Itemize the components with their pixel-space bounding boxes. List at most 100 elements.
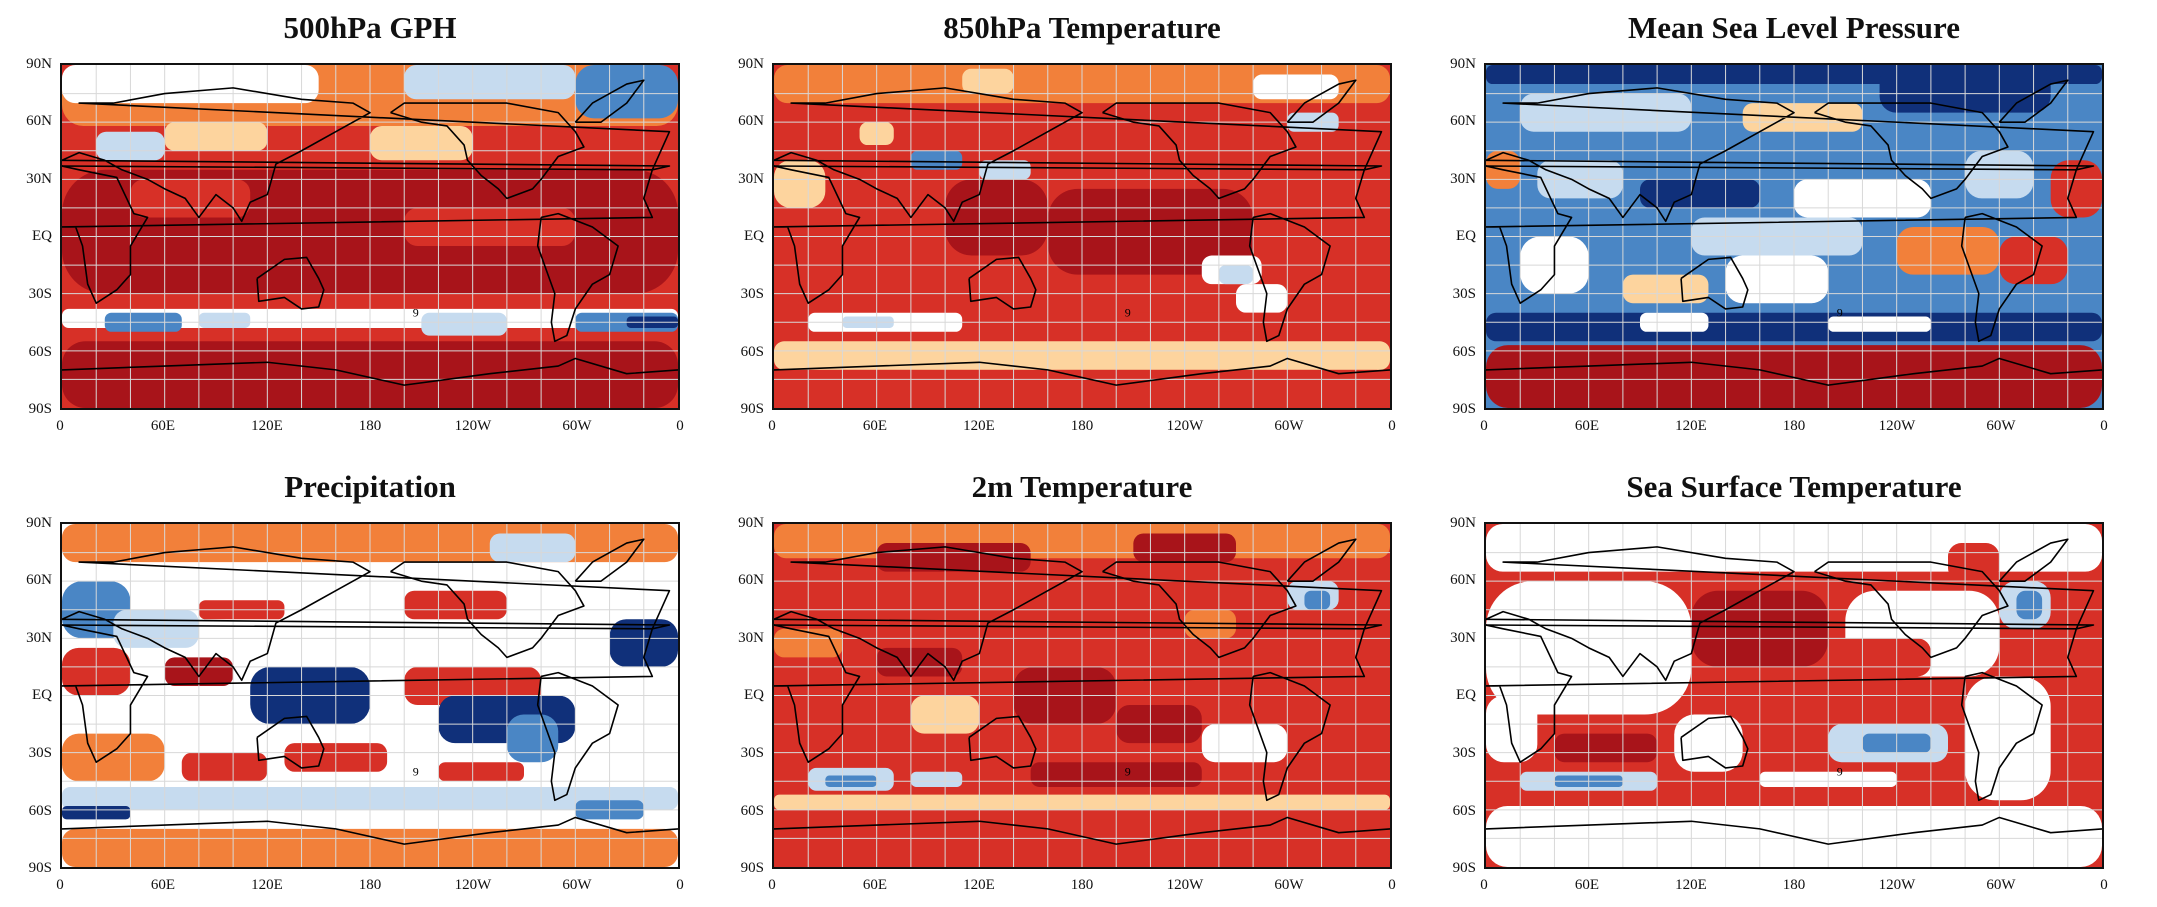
lon-tick-label: 120E (1675, 877, 1707, 893)
anomaly-region (979, 160, 1031, 180)
lat-tick-label: 90N (1450, 515, 1476, 531)
contour-label: 9 (1837, 765, 1843, 779)
lon-tick-label: 60W (1986, 418, 2016, 434)
anomaly-region (876, 647, 963, 677)
coastline (1248, 671, 1331, 802)
lat-tick-label: EQ (1456, 687, 1476, 703)
lon-tick-label: 60E (150, 418, 176, 434)
anomaly-region (62, 65, 319, 104)
lon-tick-label: 60W (1274, 877, 1304, 893)
lon-tick-label: 0 (56, 877, 64, 893)
anomaly-region (945, 179, 1048, 256)
coastline (1286, 79, 1357, 123)
anomaly-region (404, 590, 507, 620)
lat-tick-label: 90N (26, 56, 52, 72)
lat-tick-label: 90S (28, 401, 52, 417)
lat-tick-label: 90S (740, 401, 764, 417)
panel-title: 850hPa Temperature (943, 10, 1221, 45)
anomaly-region (1554, 733, 1658, 763)
lat-tick-label: 60S (28, 344, 52, 360)
map-plot: 9 (772, 522, 1392, 869)
lat-tick-label: EQ (744, 228, 764, 244)
panel-title: Precipitation (284, 469, 456, 504)
map-plot: 9 (1484, 522, 2104, 869)
coastline (1960, 212, 2043, 343)
lon-tick-label: 0 (1480, 418, 1488, 434)
anomaly-region (962, 68, 1014, 94)
anomaly-region (370, 125, 473, 161)
anomaly-region (438, 762, 524, 782)
lon-tick-label: 0 (2100, 877, 2108, 893)
lon-tick-label: 180 (1782, 877, 1806, 893)
lon-tick-label: 60E (1574, 877, 1600, 893)
contour-label: 9 (1125, 306, 1131, 320)
contour-label: 9 (413, 306, 419, 320)
lat-tick-label: 30N (26, 171, 52, 187)
lat-tick-label: 30S (1452, 286, 1476, 302)
coastline (774, 87, 1383, 223)
anomaly-region (575, 65, 678, 119)
anomaly-region (2016, 590, 2043, 620)
lat-tick-label: 30N (1450, 171, 1476, 187)
map-plot: 9 (1484, 63, 2104, 410)
lat-tick-label: 90S (28, 860, 52, 876)
lat-tick-label: 60N (26, 572, 52, 588)
coastline (1102, 102, 1297, 200)
lon-tick-label: 180 (1070, 418, 1094, 434)
anomaly-region (421, 312, 507, 336)
lat-tick-label: 60S (740, 803, 764, 819)
lon-tick-label: 60W (1986, 877, 2016, 893)
anomaly-region (198, 312, 251, 328)
lat-tick-label: 60S (1452, 803, 1476, 819)
lat-tick-label: 30S (740, 286, 764, 302)
map-field: 9 (1486, 524, 2102, 867)
coastline (968, 715, 1037, 769)
anomaly-region (489, 533, 576, 563)
anomaly-region (1622, 274, 1709, 304)
anomaly-region (910, 150, 963, 170)
coastline (1680, 715, 1749, 769)
coastline (62, 165, 654, 304)
anomaly-region (910, 771, 963, 787)
anomaly-region (1253, 74, 1339, 100)
panel-title: Mean Sea Level Pressure (1627, 10, 1961, 45)
coastline (1960, 671, 2043, 802)
anomaly-region (506, 714, 559, 763)
anomaly-region (130, 179, 251, 218)
lat-tick-label: EQ (32, 228, 52, 244)
lat-tick-label: EQ (32, 687, 52, 703)
contour-label: 9 (1125, 765, 1131, 779)
lat-tick-label: 90N (738, 56, 764, 72)
anomaly-region (1640, 179, 1760, 208)
lon-tick-label: 0 (768, 418, 776, 434)
panel-title: Sea Surface Temperature (1626, 469, 1962, 504)
anomaly-region (1674, 714, 1743, 772)
anomaly-region (164, 122, 268, 151)
lon-tick-label: 180 (358, 418, 382, 434)
coastline (1998, 79, 2069, 123)
lat-tick-label: 90S (1452, 860, 1476, 876)
coastline (390, 561, 585, 659)
coastline (536, 671, 619, 802)
anomaly-region (2050, 160, 2102, 218)
map-panel-mslp: Mean Sea Level Pressure 9 90N 60N 30N EQ… (1424, 8, 2144, 448)
map-panel-t2m: 2m Temperature 9 90N 60N 30N EQ 30S 60S … (712, 467, 1432, 907)
anomaly-region (1486, 695, 1538, 763)
anomaly-region (181, 752, 268, 782)
coastline (1680, 256, 1749, 310)
map-plot: 9 (60, 522, 680, 869)
anomaly-region (404, 207, 576, 247)
lat-tick-label: 60N (1450, 572, 1476, 588)
coastline (1286, 538, 1357, 582)
anomaly-region (1520, 93, 1692, 132)
lat-tick-label: 30S (1452, 745, 1476, 761)
lon-tick-label: 120E (1675, 418, 1707, 434)
lon-tick-label: 60W (1274, 418, 1304, 434)
coastline (62, 624, 654, 763)
coastline (774, 357, 1390, 386)
coastline (1998, 538, 2069, 582)
coastline (774, 816, 1390, 845)
anomaly-region (404, 65, 576, 100)
coastline (1248, 212, 1331, 343)
map-field: 9 (1486, 65, 2102, 408)
